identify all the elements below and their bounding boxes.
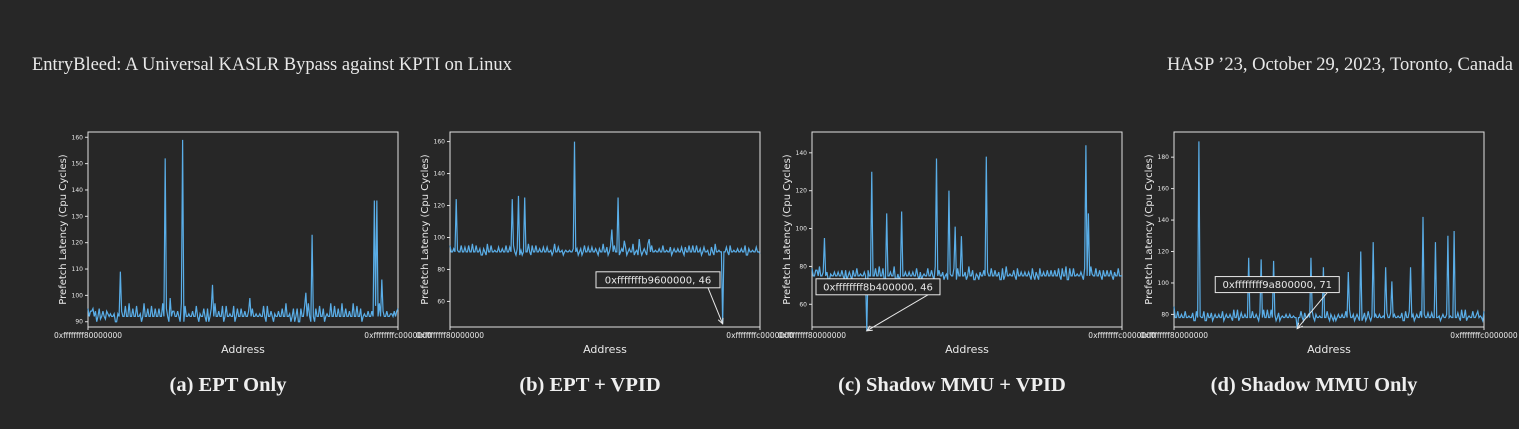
y-axis-label: Prefetch Latency (Cpu Cycles) — [420, 154, 431, 304]
y-tick-label: 110 — [72, 266, 84, 273]
y-tick-label: 160 — [1158, 186, 1170, 193]
running-header-venue: HASP ’23, October 29, 2023, Toronto, Can… — [1166, 55, 1513, 75]
arrow-head-icon — [717, 317, 724, 325]
chart-svg: 60 80 100 120 140 160 0xffffffff80000000 0xffff… — [416, 131, 794, 356]
x-axis-label: Address — [1307, 343, 1351, 356]
caption-shadow-mmu-only: (d) Shadow MMU Only — [1210, 374, 1418, 396]
x-tick-label: 0xffffffffc0000000 — [1088, 331, 1156, 340]
y-tick-label: 140 — [72, 187, 84, 194]
y-tick-label: 100 — [72, 292, 84, 299]
y-tick-label: 150 — [72, 161, 84, 168]
chart-panel-shadow-mmu-vpid: 60 80 100 120 140 0xffffffff80000000 0xfffffff… — [766, 120, 1156, 365]
y-tick-label: 140 — [1158, 217, 1170, 224]
annotation-box — [595, 271, 721, 289]
y-tick-label: 120 — [72, 240, 84, 247]
plot-frame — [449, 131, 761, 328]
chart-svg: 80 100 120 140 160 180 0xffffffff80000000 0xfff… — [1140, 131, 1518, 356]
arrow-head-icon — [1296, 322, 1303, 330]
annotation-arrow — [1296, 292, 1328, 329]
annotation-label: 0xfffffffb9600000, 46 — [605, 275, 711, 286]
annotation-label: 0xffffffff8b400000, 46 — [823, 282, 933, 293]
chart-panel-shadow-mmu-only: 80 100 120 140 160 180 0xffffffff80000000 0xfff… — [1128, 120, 1518, 365]
chart-panel-ept-only: 90 100 110 120 130 140 150 160 0xffffffff8000000… — [42, 120, 432, 365]
chart-svg: 60 80 100 120 140 0xffffffff80000000 0xfffffff… — [778, 131, 1156, 356]
plot-frame — [1173, 131, 1485, 328]
running-header-title: EntryBleed: A Universal KASLR Bypass aga… — [32, 55, 512, 75]
arrow-head-icon — [865, 325, 873, 332]
y-tick-label: 160 — [72, 134, 84, 141]
plot-frame — [87, 131, 399, 328]
x-tick-label: 0xffffffffc0000000 — [1450, 331, 1518, 340]
y-tick-label: 60 — [437, 298, 445, 305]
y-tick-label: 140 — [434, 171, 446, 178]
y-tick-label: 130 — [72, 213, 84, 220]
annotation-box — [1214, 276, 1340, 294]
chart-svg: 90 100 110 120 130 140 150 160 0xffffffff8000000… — [54, 131, 432, 356]
latency-series-line — [87, 139, 399, 323]
y-tick-label: 100 — [434, 234, 446, 241]
y-axis-label: Prefetch Latency (Cpu Cycles) — [782, 154, 793, 304]
y-tick-label: 100 — [1158, 280, 1170, 287]
caption-ept-only: (a) EPT Only — [169, 374, 287, 396]
annotation-arrow — [707, 287, 724, 324]
plot-frame — [811, 131, 1123, 328]
caption-shadow-mmu-vpid: (c) Shadow MMU + VPID — [838, 374, 1066, 396]
x-axis-label: Address — [221, 343, 265, 356]
y-tick-label: 180 — [1158, 154, 1170, 161]
y-tick-label: 80 — [437, 266, 445, 273]
x-tick-label: 0xffffffffc0000000 — [726, 331, 794, 340]
x-tick-label: 0xffffffff80000000 — [54, 331, 122, 340]
x-axis-label: Address — [583, 343, 627, 356]
x-tick-label: 0xffffffff80000000 — [778, 331, 846, 340]
annotation-box — [815, 278, 941, 296]
y-tick-label: 120 — [1158, 249, 1170, 256]
x-axis-label: Address — [945, 343, 989, 356]
chart-panel-ept-vpid: 60 80 100 120 140 160 0xffffffff80000000 0xffff… — [404, 120, 794, 365]
y-axis-label: Prefetch Latency (Cpu Cycles) — [1144, 154, 1155, 304]
y-tick-label: 80 — [1161, 311, 1169, 318]
annotation-arrow — [866, 294, 929, 332]
latency-series-line — [811, 145, 1122, 331]
caption-ept-vpid: (b) EPT + VPID — [519, 374, 661, 396]
y-tick-label: 120 — [796, 188, 808, 195]
y-tick-label: 160 — [434, 139, 446, 146]
x-tick-label: 0xffffffff80000000 — [1140, 331, 1208, 340]
y-tick-label: 100 — [796, 226, 808, 233]
y-tick-label: 80 — [799, 263, 807, 270]
y-tick-label: 140 — [796, 150, 808, 157]
latency-series-line — [1173, 141, 1485, 329]
x-tick-label: 0xffffffffc0000000 — [364, 331, 432, 340]
latency-series-line — [449, 141, 761, 324]
annotation-label: 0xffffffff9a800000, 71 — [1222, 280, 1332, 291]
x-tick-label: 0xffffffff80000000 — [416, 331, 484, 340]
y-axis-label: Prefetch Latency (Cpu Cycles) — [58, 154, 69, 304]
y-tick-label: 120 — [434, 203, 446, 210]
y-tick-label: 60 — [799, 301, 807, 308]
y-tick-label: 90 — [75, 319, 83, 326]
